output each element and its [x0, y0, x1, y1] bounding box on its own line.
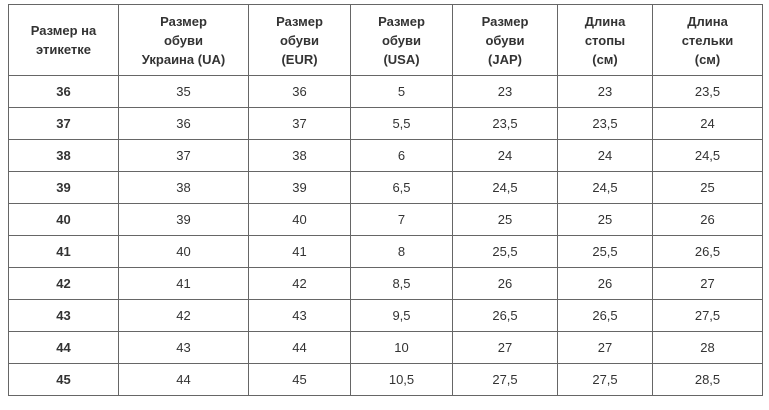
table-cell: 36	[248, 75, 351, 108]
table-cell: 25	[557, 203, 653, 236]
table-cell: 41	[248, 235, 351, 268]
table-cell: 25,5	[557, 235, 653, 268]
table-cell: 27,5	[652, 299, 763, 332]
shoe-size-table: Размер на этикетке Размер обуви Украина …	[8, 4, 763, 396]
table-header: Размер на этикетке Размер обуви Украина …	[8, 4, 763, 76]
table-cell: 8	[350, 235, 453, 268]
table-cell: 26,5	[557, 299, 653, 332]
header-row: Размер на этикетке Размер обуви Украина …	[8, 4, 763, 76]
table-row: 45 44 45 10,5 27,5 27,5 28,5	[8, 363, 763, 396]
table-row: 37 36 37 5,5 23,5 23,5 24	[8, 107, 763, 140]
table-cell: 35	[118, 75, 249, 108]
table-cell: 6	[350, 139, 453, 172]
column-header-insole-length: Длина стельки (см)	[652, 4, 763, 76]
table-cell: 45	[248, 363, 351, 396]
table-cell: 25	[652, 171, 763, 204]
table-cell: 38	[118, 171, 249, 204]
column-header-label-size: Размер на этикетке	[8, 4, 119, 76]
table-cell: 27	[557, 331, 653, 364]
table-cell: 23	[557, 75, 653, 108]
table-cell: 23	[452, 75, 558, 108]
table-cell: 39	[118, 203, 249, 236]
table-row: 40 39 40 7 25 25 26	[8, 203, 763, 236]
table-cell: 27,5	[452, 363, 558, 396]
row-label: 41	[8, 235, 119, 268]
row-label: 42	[8, 267, 119, 300]
table-cell: 24	[452, 139, 558, 172]
table-row: 44 43 44 10 27 27 28	[8, 331, 763, 364]
table-cell: 23,5	[452, 107, 558, 140]
table-cell: 24	[557, 139, 653, 172]
table-cell: 43	[118, 331, 249, 364]
row-label: 38	[8, 139, 119, 172]
table-cell: 27,5	[557, 363, 653, 396]
table-cell: 42	[118, 299, 249, 332]
table-row: 43 42 43 9,5 26,5 26,5 27,5	[8, 299, 763, 332]
table-cell: 6,5	[350, 171, 453, 204]
table-row: 36 35 36 5 23 23 23,5	[8, 75, 763, 108]
table-cell: 40	[118, 235, 249, 268]
table-cell: 23,5	[652, 75, 763, 108]
row-label: 45	[8, 363, 119, 396]
table-cell: 10,5	[350, 363, 453, 396]
table-cell: 37	[118, 139, 249, 172]
table-cell: 38	[248, 139, 351, 172]
table-cell: 8,5	[350, 267, 453, 300]
column-header-eur-size: Размер обуви (EUR)	[248, 4, 351, 76]
table-cell: 27	[452, 331, 558, 364]
table-row: 38 37 38 6 24 24 24,5	[8, 139, 763, 172]
table-cell: 26,5	[452, 299, 558, 332]
table-cell: 10	[350, 331, 453, 364]
table-cell: 36	[118, 107, 249, 140]
table-cell: 28	[652, 331, 763, 364]
table-cell: 28,5	[652, 363, 763, 396]
table-body: 36 35 36 5 23 23 23,5 37 36 37 5,5 23,5 …	[8, 75, 763, 396]
row-label: 37	[8, 107, 119, 140]
table-cell: 44	[248, 331, 351, 364]
table-row: 39 38 39 6,5 24,5 24,5 25	[8, 171, 763, 204]
table-row: 42 41 42 8,5 26 26 27	[8, 267, 763, 300]
table-cell: 25	[452, 203, 558, 236]
table-cell: 5,5	[350, 107, 453, 140]
column-header-ua-size: Размер обуви Украина (UA)	[118, 4, 249, 76]
table-cell: 44	[118, 363, 249, 396]
row-label: 40	[8, 203, 119, 236]
table-cell: 40	[248, 203, 351, 236]
table-cell: 5	[350, 75, 453, 108]
table-row: 41 40 41 8 25,5 25,5 26,5	[8, 235, 763, 268]
row-label: 43	[8, 299, 119, 332]
table-cell: 7	[350, 203, 453, 236]
column-header-foot-length: Длина стопы (см)	[557, 4, 653, 76]
table-cell: 26,5	[652, 235, 763, 268]
row-label: 44	[8, 331, 119, 364]
table-cell: 24	[652, 107, 763, 140]
table-cell: 27	[652, 267, 763, 300]
column-header-usa-size: Размер обуви (USA)	[350, 4, 453, 76]
table-cell: 43	[248, 299, 351, 332]
table-cell: 9,5	[350, 299, 453, 332]
table-cell: 24,5	[652, 139, 763, 172]
table-cell: 26	[557, 267, 653, 300]
table-cell: 24,5	[452, 171, 558, 204]
table-cell: 37	[248, 107, 351, 140]
table-cell: 23,5	[557, 107, 653, 140]
table-cell: 41	[118, 267, 249, 300]
row-label: 36	[8, 75, 119, 108]
table-cell: 24,5	[557, 171, 653, 204]
table-cell: 39	[248, 171, 351, 204]
table-cell: 26	[452, 267, 558, 300]
table-cell: 25,5	[452, 235, 558, 268]
row-label: 39	[8, 171, 119, 204]
column-header-jap-size: Размер обуви (JAP)	[452, 4, 558, 76]
table-cell: 42	[248, 267, 351, 300]
table-cell: 26	[652, 203, 763, 236]
